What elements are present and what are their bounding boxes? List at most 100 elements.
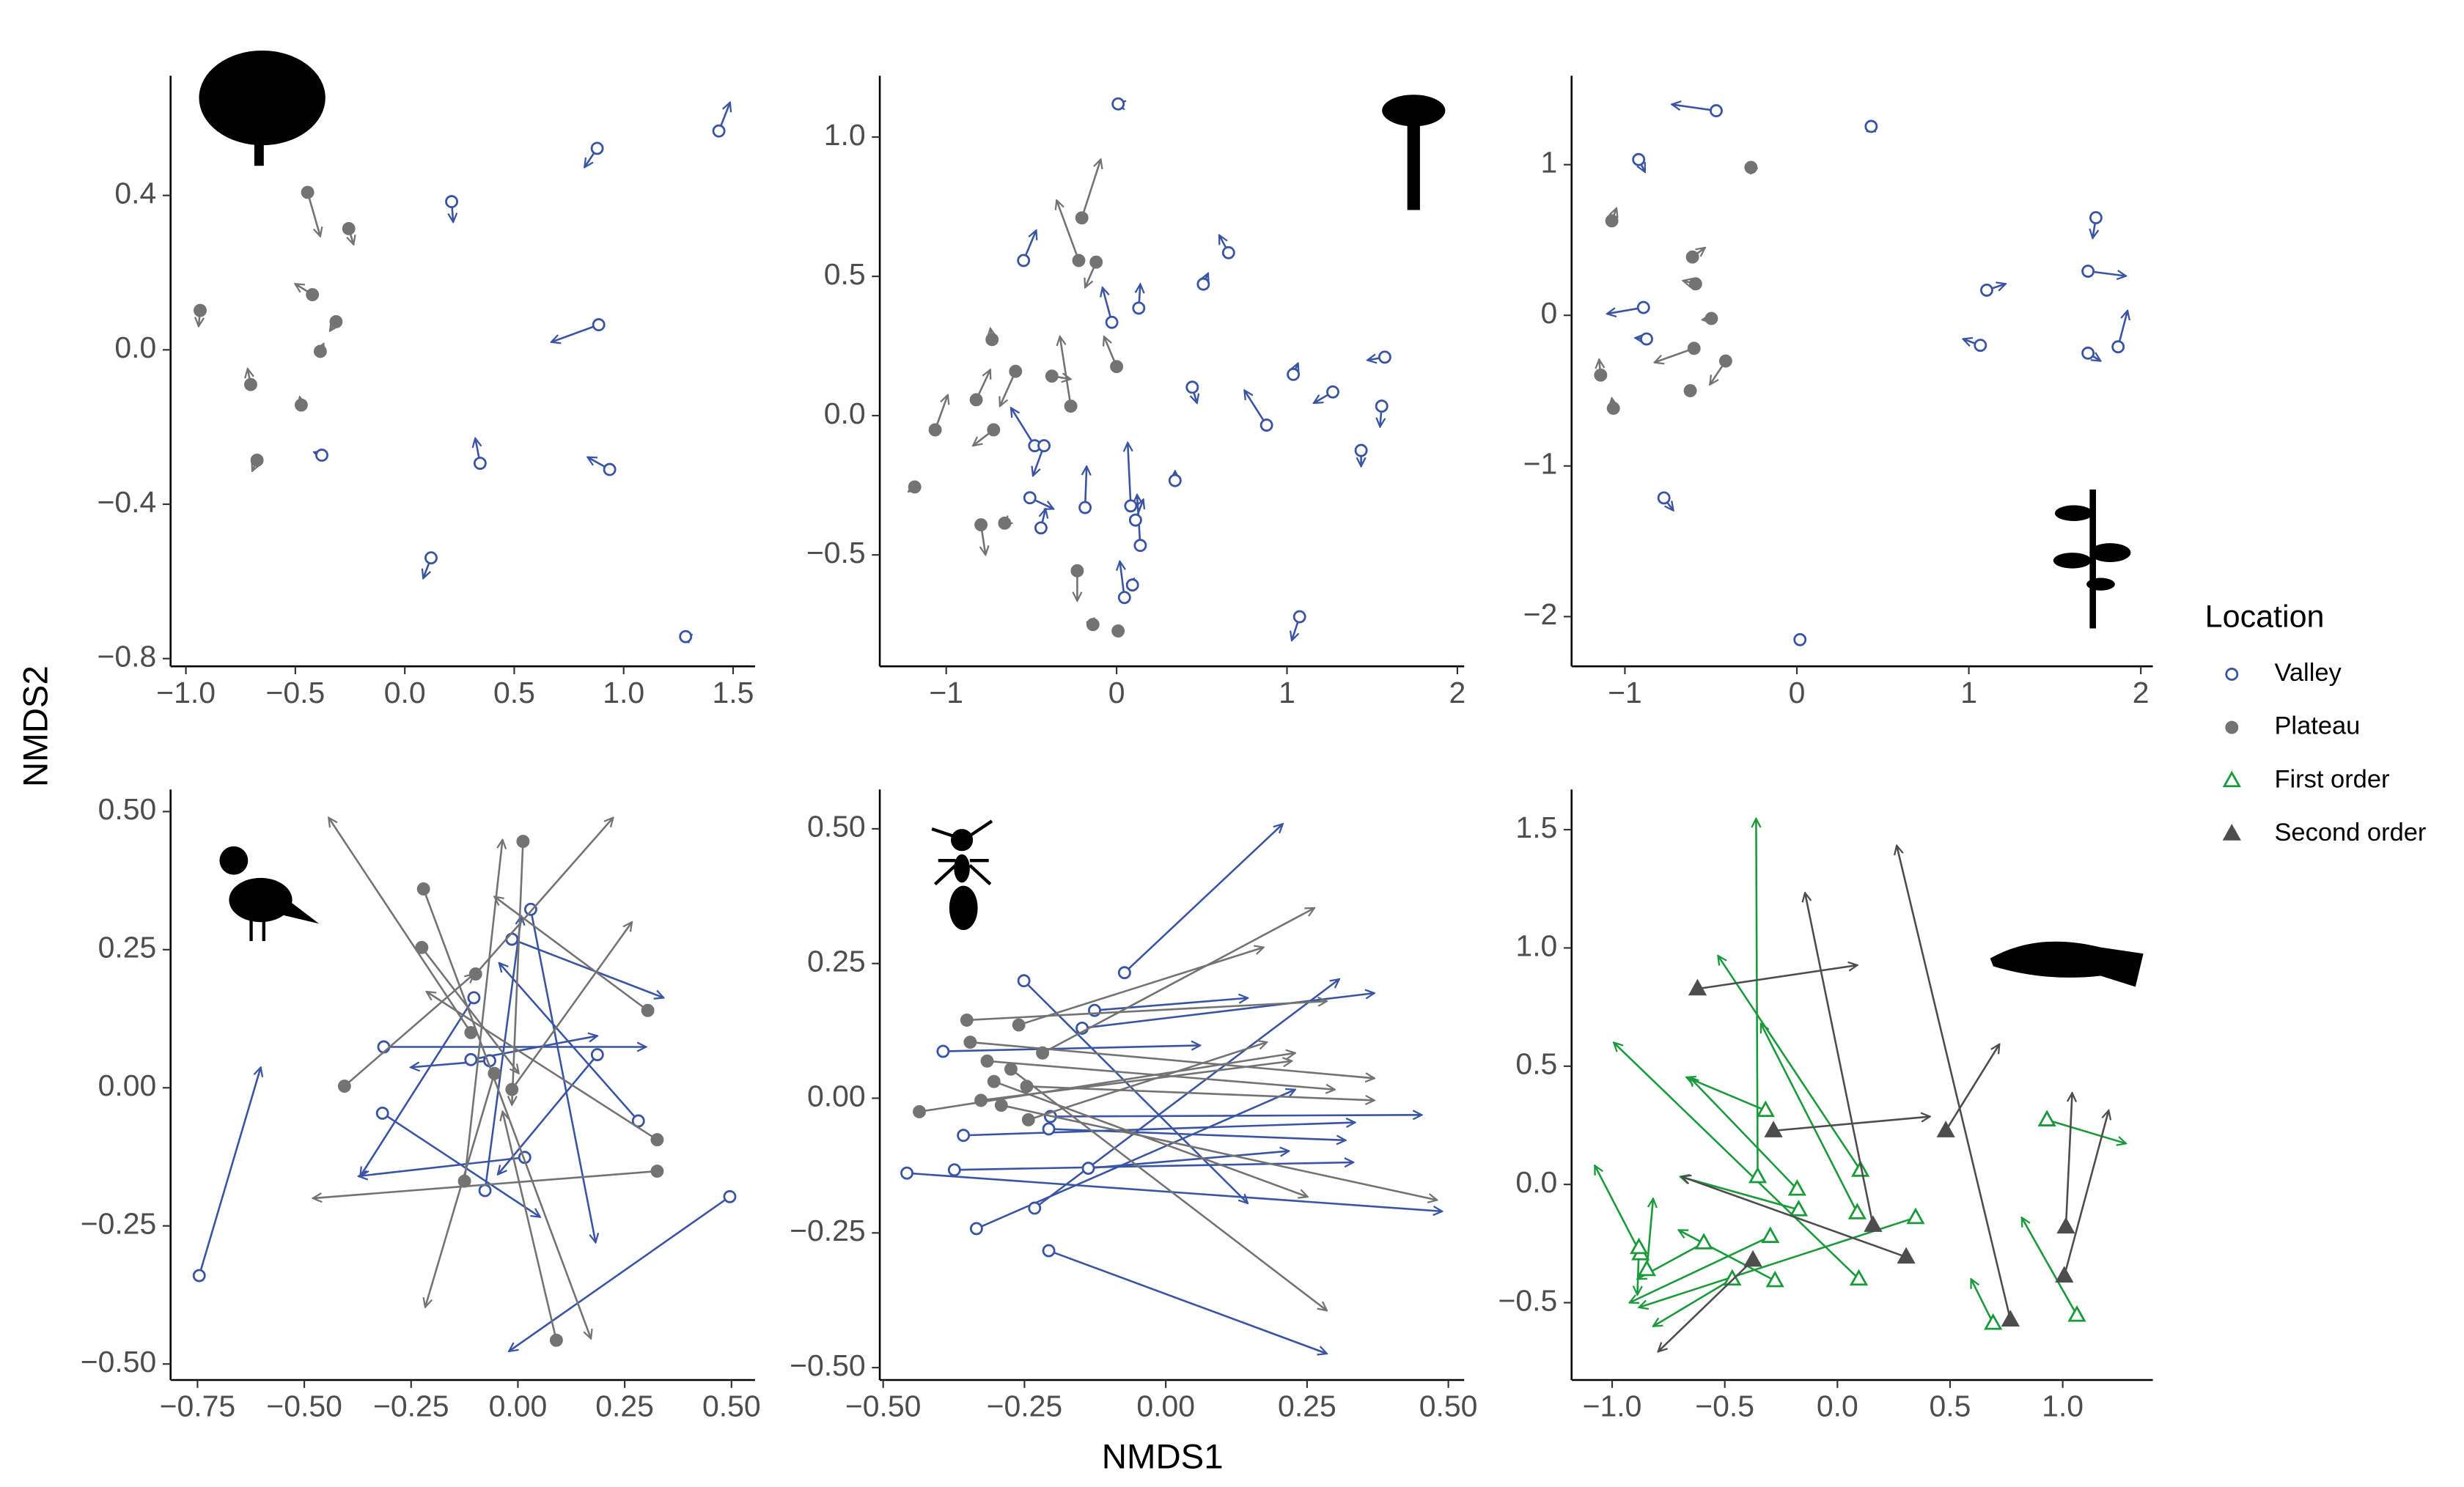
shift-arrow [1018,948,1264,1026]
point [1012,1018,1026,1032]
point [445,195,458,209]
x-tick-label: −0.5 [1695,1390,1754,1423]
shift-arrow [1682,1176,1907,1258]
shift-arrow [987,1060,1335,1090]
shift-arrow [1630,1235,1771,1302]
fish-icon [1990,941,2144,987]
x-tick-label: −0.50 [266,1390,342,1423]
legend-label: Valley [2274,659,2342,687]
shift-arrow [1028,1042,1267,1121]
point [1020,1080,1034,1093]
point [900,1166,913,1180]
y-tick-label: 1.5 [1515,811,1557,844]
point [1640,332,1653,346]
point [590,1048,604,1061]
point [416,882,430,896]
point [592,318,606,332]
point [1974,339,1987,353]
x-tick-label: 0.00 [1136,1390,1195,1423]
point [1111,97,1125,111]
point [650,1165,664,1178]
point [1765,1270,1784,1288]
shift-arrow [1010,1068,1327,1310]
x-tick-label: 0.50 [1419,1390,1478,1423]
shift-arrow [2046,1118,2126,1143]
shift-arrow [1048,1250,1327,1354]
point [1636,300,1650,314]
point [1132,301,1146,315]
point [315,449,328,462]
point [1111,624,1125,638]
point [1980,283,1993,297]
point [1072,254,1086,267]
point [1710,104,1723,118]
point [1375,399,1389,413]
point [913,1104,926,1118]
y-tick-label: 0.5 [824,257,866,291]
x-tick-label: 0.50 [702,1390,761,1423]
y-tick-label: 0.0 [824,396,866,430]
shift-arrow [1658,1259,1754,1351]
point [1723,1269,1742,1286]
x-tick-label: 0 [1108,676,1125,709]
point [1117,591,1131,605]
shift-arrow [1001,1104,1437,1200]
point [2055,1266,2074,1283]
point [1864,1215,1883,1232]
point [2081,346,2095,360]
point [2111,340,2125,354]
shift-arrow [306,192,320,236]
point [590,141,604,155]
point [424,551,438,565]
point [712,124,726,138]
y-tick-label: 0.0 [114,331,156,364]
point [1764,1121,1783,1137]
shift-arrow [494,896,649,1011]
y-tick-label: 0.50 [807,810,866,844]
ant-icon [931,819,993,930]
shift-arrow [2063,1110,2109,1277]
y-tick-label: −0.25 [790,1214,866,1247]
point [342,222,356,235]
point [1756,1100,1775,1118]
point [1605,214,1619,228]
point [473,457,487,471]
shift-arrow [1050,1115,1422,1116]
shift-arrow [474,818,614,975]
shift-arrow [427,992,658,1141]
point [1168,473,1182,487]
shift-arrow [1085,466,1086,508]
x-tick-label: −1 [929,676,963,709]
point [549,1333,563,1347]
point [1075,211,1089,225]
x-tick-label: 0.5 [1930,1390,1971,1423]
x-tick-label: 0.25 [1278,1390,1336,1423]
point [1089,255,1103,269]
shift-arrow [509,1195,731,1351]
shift-arrow [1686,1077,1766,1112]
point [250,454,264,467]
x-tick-label: 0.0 [1817,1390,1858,1423]
point [1034,521,1048,535]
shift-arrow [966,1001,1327,1022]
point [1028,1201,1042,1215]
shift-arrow [1056,200,1080,261]
x-tick-label: −0.50 [845,1390,922,1423]
palm-icon [1382,95,1446,210]
point [464,1052,478,1066]
point [329,314,343,328]
x-tick-label: 0.0 [384,676,426,709]
icons [199,50,2144,987]
x-tick-label: −0.5 [265,676,325,709]
point [1847,1203,1867,1220]
point [908,480,922,494]
legend-label: Second order [2274,819,2426,846]
shift-arrow [1026,1085,1374,1100]
point [1629,1237,1649,1255]
shift-arrow [511,922,632,1091]
point [1081,1162,1095,1176]
shift-arrow [1595,1165,1641,1255]
point [960,1013,974,1027]
point [1594,368,1608,382]
x-tick-label: −0.75 [160,1390,236,1423]
